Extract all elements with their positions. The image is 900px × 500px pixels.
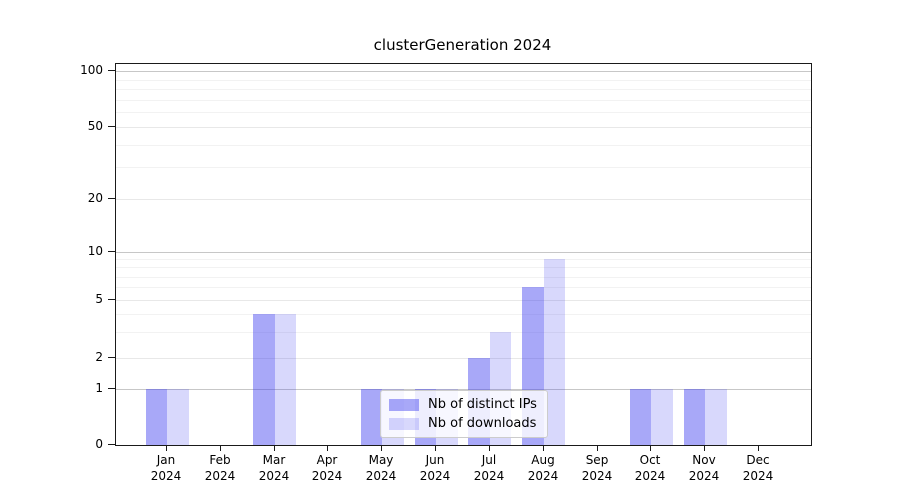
gridline-y-4 <box>116 314 811 315</box>
gridline-y-8 <box>116 267 811 268</box>
bar-may-distinct-ips <box>360 389 383 445</box>
gridline-y-50 <box>116 127 811 128</box>
y-tick-label-0: 0 <box>95 437 103 451</box>
x-tick-label-jul: Jul 2024 <box>473 453 505 483</box>
y-tick-mark-20 <box>108 198 115 199</box>
legend-item-downloads: Nb of downloads <box>389 416 537 431</box>
legend-swatch-downloads-icon <box>389 417 419 430</box>
y-tick-label-1: 1 <box>95 381 103 395</box>
y-tick-label-50: 50 <box>87 119 103 133</box>
bar-aug-downloads <box>543 259 566 445</box>
legend-label-downloads: Nb of downloads <box>428 416 537 431</box>
gridline-y-20 <box>116 199 811 200</box>
bar-oct-downloads <box>651 389 673 445</box>
bar-nov-distinct-ips <box>683 389 706 445</box>
bar-mar-downloads <box>274 314 297 445</box>
bar-jan-downloads <box>167 389 189 445</box>
y-tick-label-2: 2 <box>95 350 103 364</box>
gridline-y-60 <box>116 112 811 113</box>
x-tick-label-sep: Sep 2024 <box>581 453 613 483</box>
x-tick-mark-apr <box>327 445 328 451</box>
x-tick-label-apr: Apr 2024 <box>311 453 343 483</box>
y-tick-mark-50 <box>108 126 115 127</box>
y-tick-mark-1 <box>108 388 115 389</box>
x-tick-mark-nov <box>704 445 705 451</box>
legend: Nb of distinct IPs Nb of downloads <box>380 390 548 438</box>
gridline-y-10 <box>116 252 811 253</box>
x-tick-label-feb: Feb 2024 <box>204 453 236 483</box>
gridline-y-30 <box>116 167 811 168</box>
bar-oct-distinct-ips <box>629 389 652 445</box>
y-tick-mark-10 <box>108 251 115 252</box>
x-tick-mark-may <box>381 445 382 451</box>
legend-swatch-distinct-ips-icon <box>389 398 419 411</box>
gridline-y-5 <box>116 300 811 301</box>
x-tick-mark-mar <box>274 445 275 451</box>
x-tick-label-jun: Jun 2024 <box>419 453 451 483</box>
x-tick-label-nov: Nov 2024 <box>688 453 720 483</box>
x-tick-label-mar: Mar 2024 <box>258 453 290 483</box>
gridline-y-7 <box>116 277 811 278</box>
gridline-y-1 <box>116 389 811 390</box>
bar-jan-distinct-ips <box>145 389 167 445</box>
y-tick-label-10: 10 <box>87 244 103 258</box>
x-tick-mark-dec <box>758 445 759 451</box>
y-tick-mark-5 <box>108 299 115 300</box>
gridline-y-100 <box>116 71 811 72</box>
y-tick-mark-0 <box>108 444 115 445</box>
gridline-y-90 <box>116 80 811 81</box>
x-tick-label-jan: Jan 2024 <box>150 453 182 483</box>
gridline-y-70 <box>116 100 811 101</box>
gridline-y-3 <box>116 332 811 333</box>
gridline-y-40 <box>116 145 811 146</box>
gridline-y-2 <box>116 358 811 359</box>
x-tick-mark-feb <box>220 445 221 451</box>
x-tick-mark-sep <box>597 445 598 451</box>
gridline-y-80 <box>116 89 811 90</box>
x-tick-label-may: May 2024 <box>365 453 397 483</box>
x-tick-label-oct: Oct 2024 <box>634 453 666 483</box>
legend-label-distinct-ips: Nb of distinct IPs <box>428 397 537 412</box>
x-tick-mark-jul <box>489 445 490 451</box>
x-tick-label-aug: Aug 2024 <box>527 453 559 483</box>
x-tick-label-dec: Dec 2024 <box>742 453 774 483</box>
gridline-y-6 <box>116 287 811 288</box>
y-tick-label-5: 5 <box>95 292 103 306</box>
x-tick-mark-jan <box>166 445 167 451</box>
y-tick-mark-2 <box>108 357 115 358</box>
y-tick-label-100: 100 <box>80 63 103 77</box>
chart-title: clusterGeneration 2024 <box>373 36 552 54</box>
x-tick-mark-oct <box>650 445 651 451</box>
bar-mar-distinct-ips <box>253 314 275 445</box>
y-tick-mark-100 <box>108 70 115 71</box>
x-tick-mark-jun <box>435 445 436 451</box>
x-tick-mark-aug <box>543 445 544 451</box>
bar-nov-downloads <box>705 389 727 445</box>
y-tick-label-20: 20 <box>87 191 103 205</box>
legend-item-distinct-ips: Nb of distinct IPs <box>389 397 537 412</box>
plot-area: Nb of distinct IPs Nb of downloads <box>115 63 812 446</box>
gridline-y-9 <box>116 259 811 260</box>
